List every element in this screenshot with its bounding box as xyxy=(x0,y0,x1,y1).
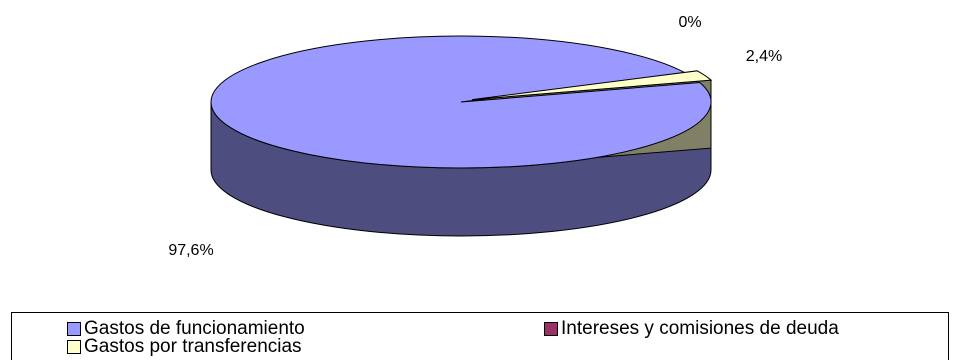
data-label-gastos-por-transferencias: 2,4% xyxy=(746,48,782,65)
legend-item-gastos-de-funcionamiento: Gastos de funcionamiento xyxy=(67,319,305,338)
chart-legend: Gastos de funcionamiento Intereses y com… xyxy=(11,312,949,360)
pie-slice-gastos-de-funcionamiento xyxy=(210,35,712,169)
pie-chart: 97,6% 0% 2,4% xyxy=(168,14,782,259)
legend-label-gastos-de-funcionamiento: Gastos de funcionamiento xyxy=(84,318,305,339)
legend-swatch-intereses-y-comisiones-de-deuda xyxy=(544,321,558,336)
data-label-intereses-y-comisiones-de-deuda: 0% xyxy=(678,14,701,31)
legend-swatch-gastos-de-funcionamiento xyxy=(67,321,81,336)
legend-label-intereses-y-comisiones-de-deuda: Intereses y comisiones de deuda xyxy=(561,318,839,339)
pie-slices xyxy=(210,35,713,237)
legend-item-intereses-y-comisiones-de-deuda: Intereses y comisiones de deuda xyxy=(544,319,839,338)
legend-swatch-gastos-por-transferencias xyxy=(67,339,81,354)
data-label-gastos-de-funcionamiento: 97,6% xyxy=(168,242,213,259)
pie-slice-gastos-por-transferencias xyxy=(472,70,713,101)
legend-item-gastos-por-transferencias: Gastos por transferencias xyxy=(67,337,302,356)
legend-label-gastos-por-transferencias: Gastos por transferencias xyxy=(84,336,302,357)
